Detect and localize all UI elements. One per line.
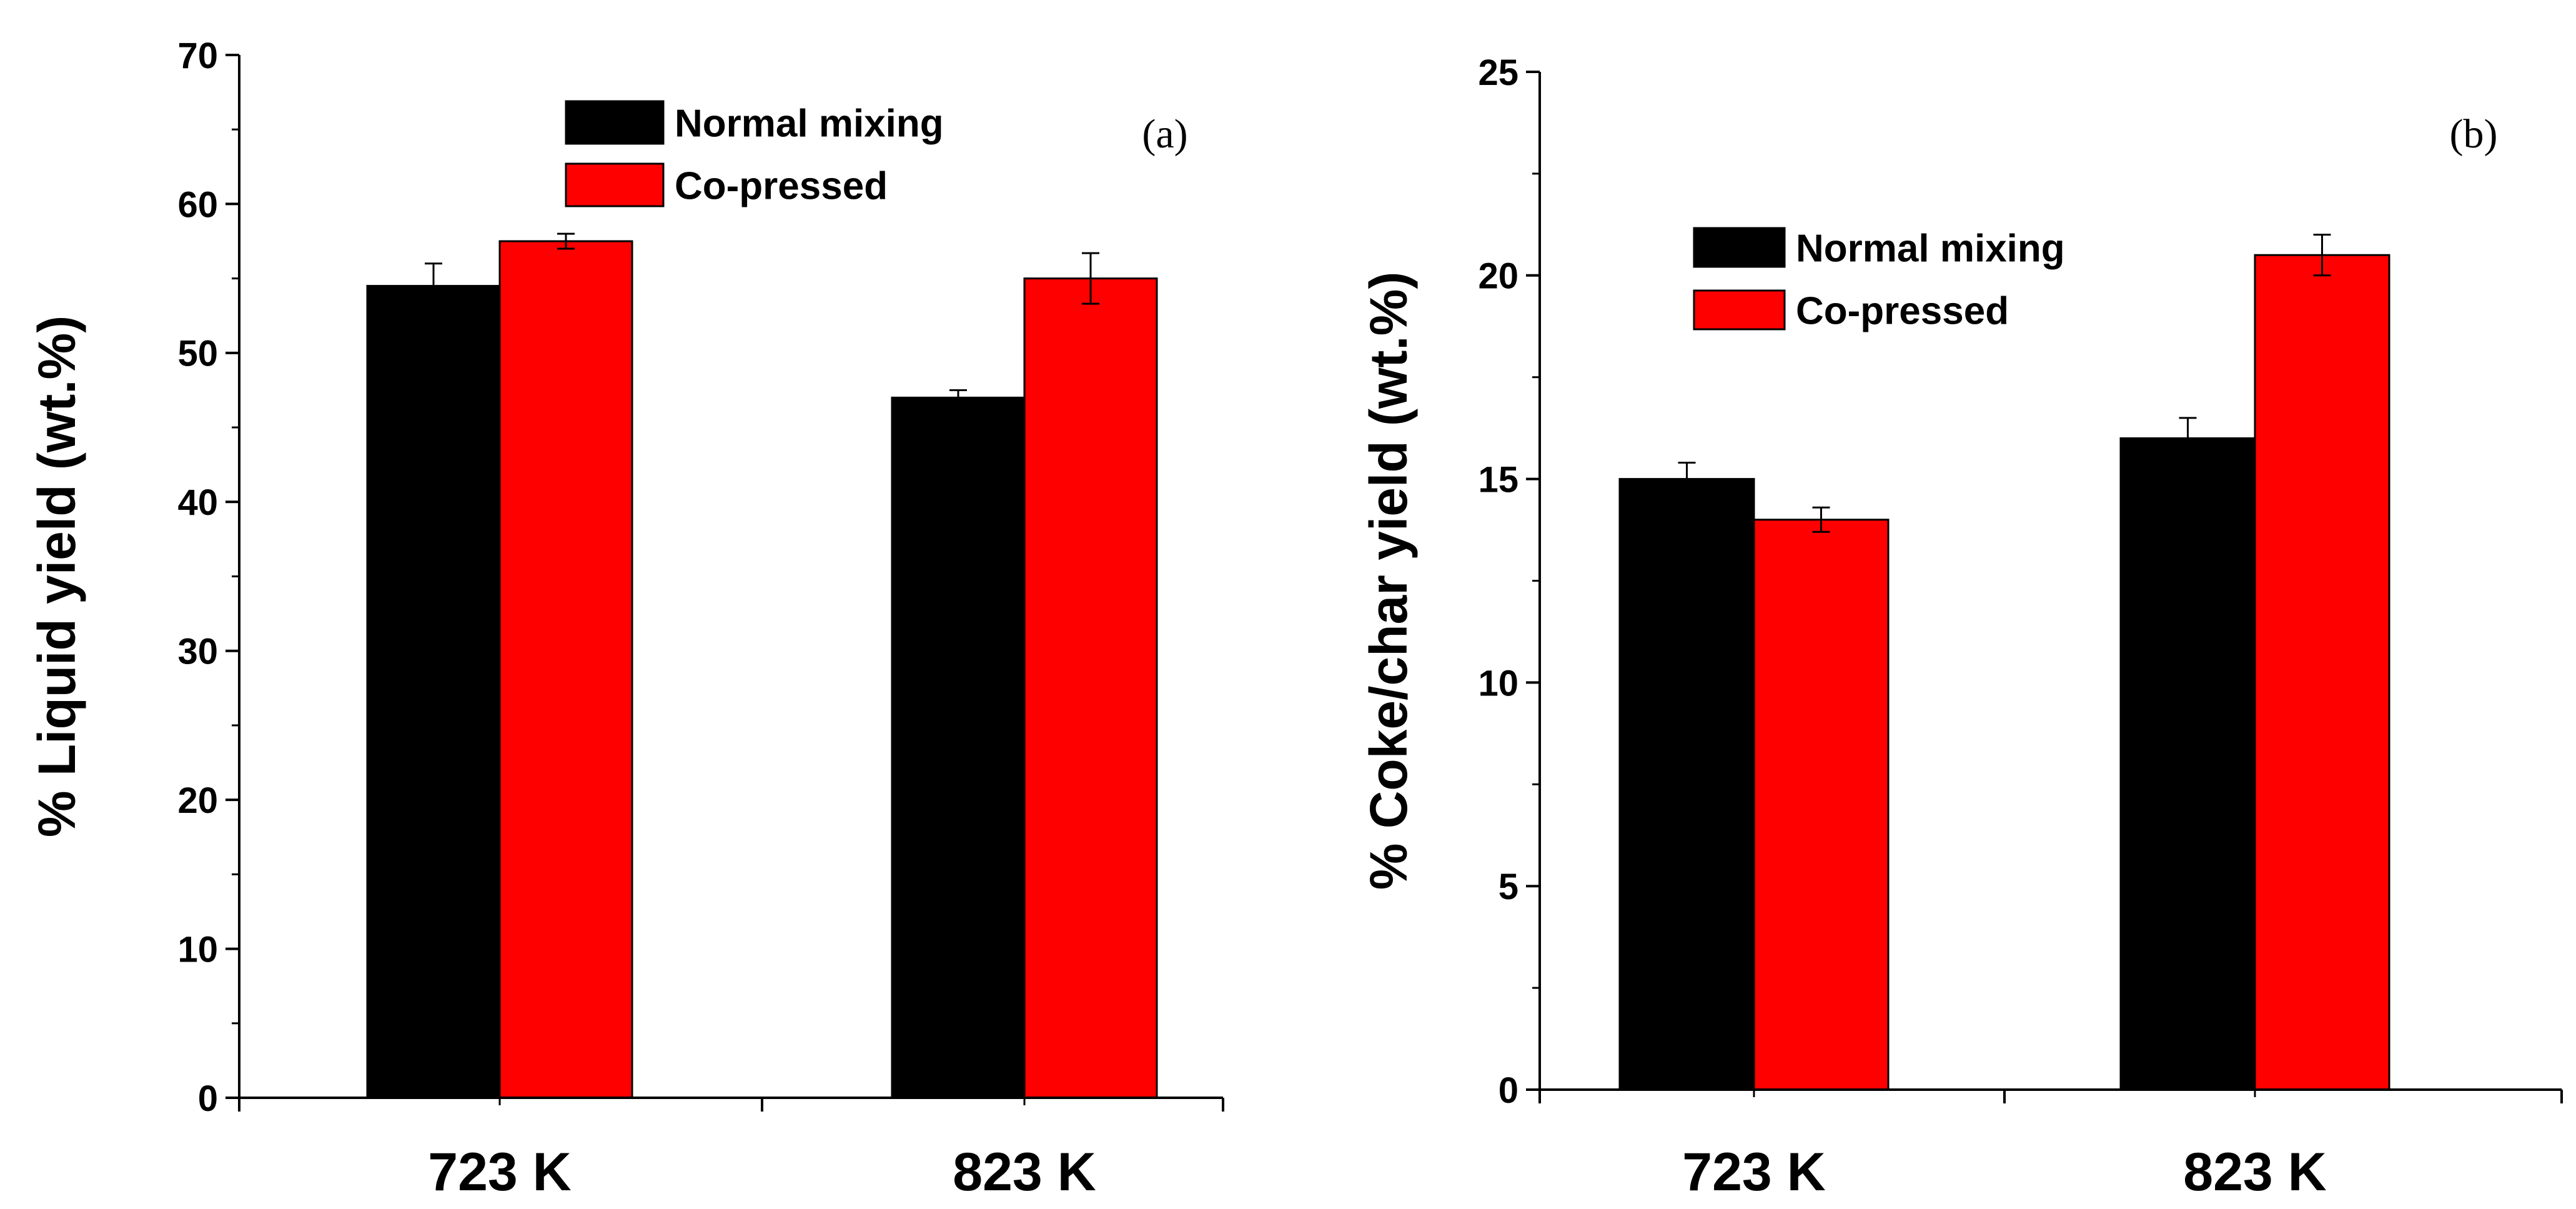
bar-normal-mixing-823k (2119, 437, 2256, 1091)
legend-label: Co-pressed (675, 164, 888, 207)
y-tick-label: 0 (198, 1078, 218, 1119)
bar-co-pressed-823k (1023, 277, 1158, 1099)
legend-swatch (565, 162, 665, 207)
legend-swatch (565, 100, 665, 145)
x-tick-label: 823 K (2183, 1142, 2327, 1202)
legend-swatch (1693, 289, 1786, 331)
error-bar (949, 389, 967, 406)
y-tick-label: 10 (177, 929, 218, 970)
x-tick-label: 723 K (428, 1142, 572, 1202)
y-axis-label: % Liquid yield (wt.%) (27, 316, 86, 837)
y-tick-label: 70 (177, 36, 218, 76)
y-tick-label: 20 (177, 780, 218, 821)
panel-label: (b) (2450, 111, 2498, 157)
panel-label: (a) (1142, 111, 1187, 157)
panel-b: 0 5 10 15 20 25 723 K 823 K % Coke/char yield (w… (1359, 52, 2563, 1202)
y-tick-label: 15 (1478, 459, 1518, 500)
error-bar (2179, 417, 2197, 460)
error-bar (1678, 462, 1696, 497)
legend-label: Co-pressed (1796, 289, 2009, 332)
x-tick-label: 823 K (953, 1142, 1096, 1202)
legend-swatch (1693, 227, 1786, 268)
y-tick-label: 40 (177, 482, 218, 523)
legend-label: Normal mixing (675, 102, 944, 145)
bar-normal-mixing-723k (1618, 478, 1755, 1091)
legend-label: Normal mixing (1796, 227, 2065, 270)
bar-normal-mixing-723k (366, 285, 501, 1099)
error-bar (1812, 506, 1830, 533)
bar-co-pressed-723k (498, 240, 633, 1099)
y-tick-label: 10 (1478, 663, 1518, 704)
y-tick-label: 50 (177, 334, 218, 374)
x-tick-label: 723 K (1682, 1142, 1826, 1202)
bar-co-pressed-823k (2254, 254, 2390, 1091)
bar-normal-mixing-823k (891, 396, 1026, 1099)
y-tick-label: 20 (1478, 256, 1518, 297)
y-tick-label: 60 (177, 184, 218, 225)
y-tick-label: 25 (1478, 52, 1518, 93)
y-tick-label: 5 (1499, 867, 1518, 907)
panel-a: 0 10 20 30 40 50 60 70 723 K 823 K % Liquid yield … (27, 36, 1224, 1202)
error-bar (557, 232, 575, 250)
y-tick-label: 0 (1499, 1070, 1518, 1111)
y-tick-label: 30 (177, 632, 218, 672)
error-bar (1082, 252, 1099, 305)
error-bar (2313, 234, 2331, 277)
y-axis-label: % Coke/char yield (wt.%) (1359, 272, 1418, 890)
error-bar (425, 262, 442, 309)
bar-co-pressed-723k (1753, 519, 1890, 1091)
